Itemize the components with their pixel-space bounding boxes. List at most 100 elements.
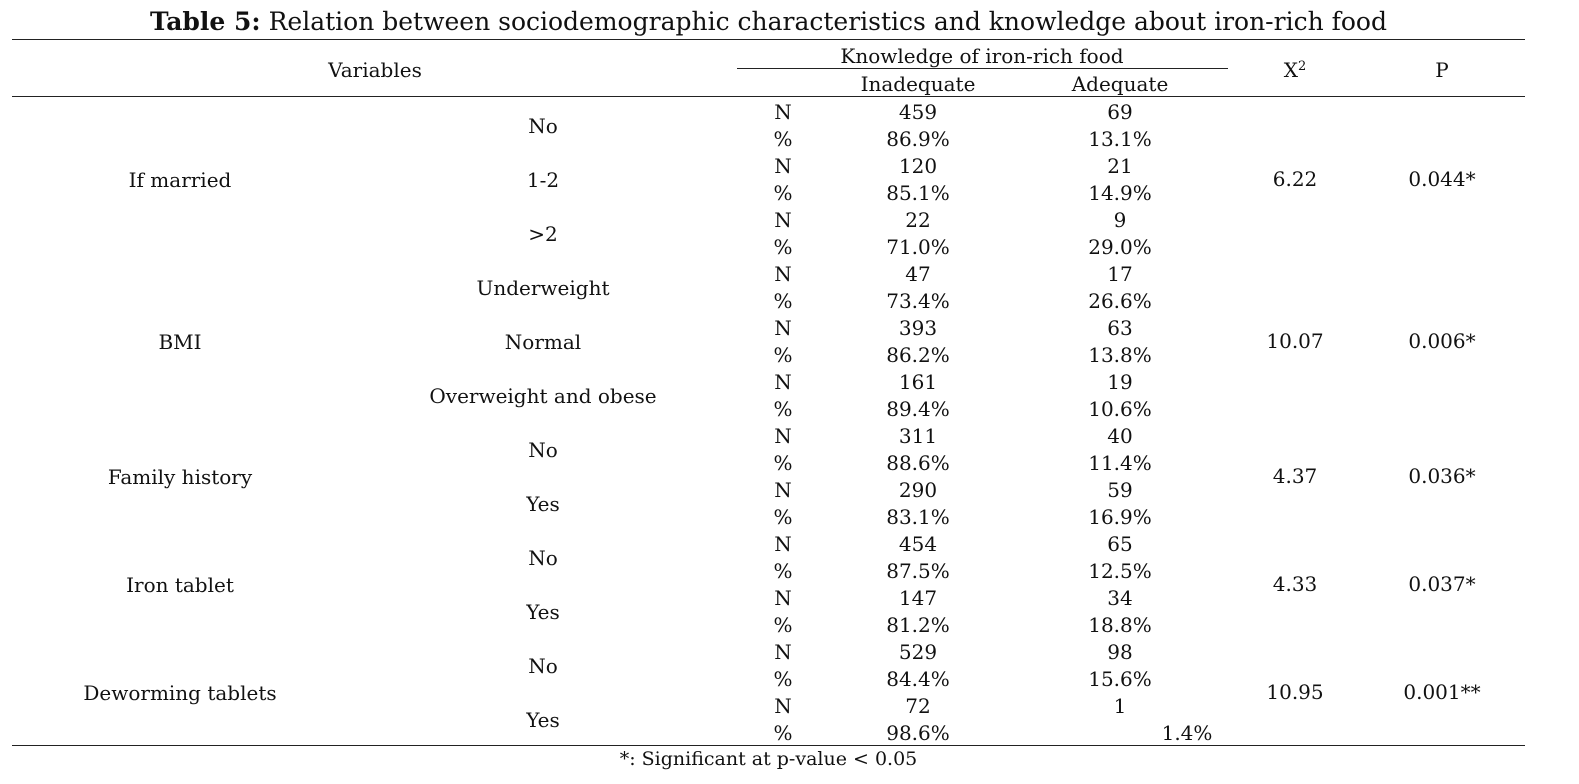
unit-percent: % <box>773 235 793 259</box>
p-value: 0.037* <box>1408 571 1476 596</box>
group-name: BMI <box>158 329 202 354</box>
percent-adequate: 29.0% <box>1088 235 1152 259</box>
level-label: Yes <box>526 707 560 732</box>
p-value: 0.001** <box>1403 679 1481 704</box>
unit-percent: % <box>773 181 793 205</box>
count-adequate: 1 <box>1113 694 1127 718</box>
count-adequate: 63 <box>1107 316 1133 340</box>
count-adequate: 9 <box>1113 208 1127 232</box>
unit-percent: % <box>773 397 793 421</box>
unit-percent: % <box>773 127 793 151</box>
count-inadequate: 454 <box>898 532 938 556</box>
top-rule <box>12 39 1525 40</box>
caption-label: Table 5: <box>150 7 261 36</box>
count-inadequate: 459 <box>898 100 938 124</box>
level-label: 1-2 <box>526 167 560 192</box>
percent-adequate: 26.6% <box>1088 289 1152 313</box>
level-label: No <box>528 653 558 678</box>
percent-inadequate: 85.1% <box>886 181 950 205</box>
level-label: Overweight and obese <box>429 383 657 408</box>
chi-square-value: 4.37 <box>1272 463 1318 488</box>
percent-adequate: 16.9% <box>1088 505 1152 529</box>
chi-square-value: 10.95 <box>1266 679 1324 704</box>
percent-inadequate: 71.0% <box>886 235 950 259</box>
count-inadequate: 22 <box>905 208 931 232</box>
header-chi-square: X2 <box>1284 57 1307 83</box>
count-inadequate: 290 <box>898 478 938 502</box>
count-adequate: 40 <box>1107 424 1133 448</box>
percent-adequate: 11.4% <box>1088 451 1152 475</box>
chi-square-value: 4.33 <box>1272 571 1318 596</box>
chi-superscript: 2 <box>1297 59 1307 74</box>
count-adequate: 69 <box>1107 100 1133 124</box>
percent-inadequate: 86.2% <box>886 343 950 367</box>
percent-inadequate: 98.6% <box>886 721 950 745</box>
chi-square-value: 6.22 <box>1272 166 1318 191</box>
percent-adequate: 13.8% <box>1088 343 1152 367</box>
percent-inadequate: 87.5% <box>886 559 950 583</box>
unit-percent: % <box>773 289 793 313</box>
unit-n: N <box>774 370 792 394</box>
unit-n: N <box>774 154 792 178</box>
unit-n: N <box>774 586 792 610</box>
count-adequate: 65 <box>1107 532 1133 556</box>
count-inadequate: 393 <box>898 316 938 340</box>
table-caption: Table 5: Relation between sociodemograph… <box>0 6 1537 38</box>
unit-percent: % <box>773 343 793 367</box>
header-variables: Variables <box>328 58 422 82</box>
count-adequate: 59 <box>1107 478 1133 502</box>
header-adequate: Adequate <box>1071 72 1169 96</box>
percent-inadequate: 81.2% <box>886 613 950 637</box>
percent-inadequate: 73.4% <box>886 289 950 313</box>
percent-inadequate: 83.1% <box>886 505 950 529</box>
unit-percent: % <box>773 721 793 745</box>
count-inadequate: 161 <box>898 370 938 394</box>
p-value: 0.044* <box>1408 166 1476 191</box>
level-label: No <box>528 437 558 462</box>
group-name: Family history <box>107 464 253 489</box>
percent-adequate: 15.6% <box>1088 667 1152 691</box>
level-label: Normal <box>504 329 582 354</box>
level-label: No <box>528 113 558 138</box>
knowledge-underline <box>737 68 1228 69</box>
group-name: Deworming tablets <box>83 680 277 705</box>
chi-base: X <box>1283 58 1298 82</box>
count-adequate: 98 <box>1107 640 1133 664</box>
count-inadequate: 47 <box>905 262 931 286</box>
p-value: 0.036* <box>1408 463 1476 488</box>
unit-percent: % <box>773 613 793 637</box>
percent-adequate: 12.5% <box>1088 559 1152 583</box>
unit-n: N <box>774 262 792 286</box>
percent-inadequate: 84.4% <box>886 667 950 691</box>
count-adequate: 34 <box>1107 586 1133 610</box>
percent-adequate: 10.6% <box>1088 397 1152 421</box>
unit-percent: % <box>773 505 793 529</box>
count-adequate: 19 <box>1107 370 1133 394</box>
unit-n: N <box>774 316 792 340</box>
percent-inadequate: 89.4% <box>886 397 950 421</box>
header-p: P <box>1435 58 1449 82</box>
unit-n: N <box>774 640 792 664</box>
group-name: If married <box>128 167 232 192</box>
count-inadequate: 311 <box>898 424 938 448</box>
unit-n: N <box>774 478 792 502</box>
unit-n: N <box>774 100 792 124</box>
count-inadequate: 72 <box>905 694 931 718</box>
unit-percent: % <box>773 667 793 691</box>
count-inadequate: 120 <box>898 154 938 178</box>
group-name: Iron tablet <box>126 572 234 597</box>
count-inadequate: 147 <box>898 586 938 610</box>
unit-n: N <box>774 694 792 718</box>
header-rule <box>12 96 1525 97</box>
percent-adequate: 1.4% <box>1161 721 1213 745</box>
p-value: 0.006* <box>1408 328 1476 353</box>
percent-inadequate: 88.6% <box>886 451 950 475</box>
percent-adequate: 13.1% <box>1088 127 1152 151</box>
chi-square-value: 10.07 <box>1266 328 1324 353</box>
level-label: Yes <box>526 491 560 516</box>
footnote: *: Significant at p-value < 0.05 <box>619 748 918 770</box>
unit-n: N <box>774 424 792 448</box>
level-label: >2 <box>528 221 558 246</box>
percent-adequate: 14.9% <box>1088 181 1152 205</box>
caption-text: Relation between sociodemographic charac… <box>260 7 1387 36</box>
